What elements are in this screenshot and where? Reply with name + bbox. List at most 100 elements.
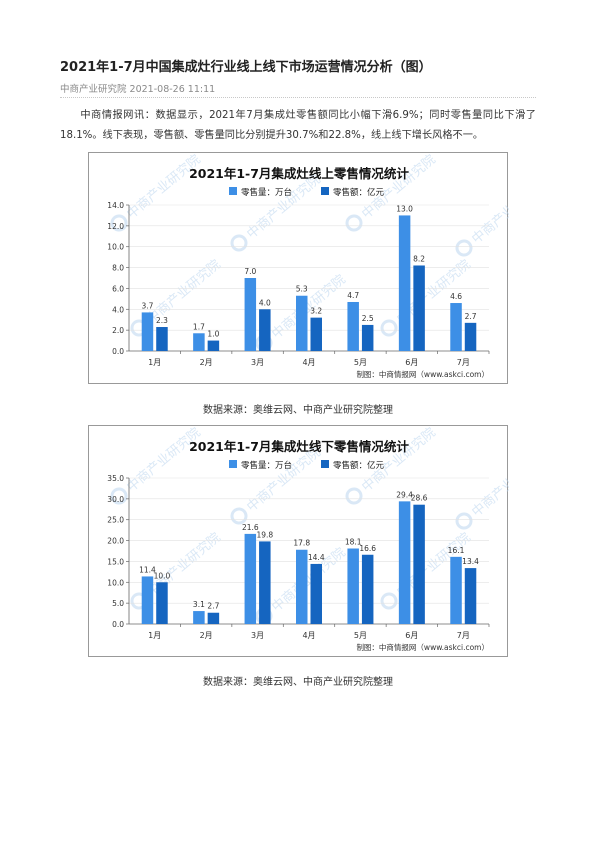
data-label: 8.2 [413,254,425,263]
askci-logo-icon [345,214,363,232]
bar-volume [450,556,462,624]
bar-volume [141,576,154,624]
data-label: 16.1 [448,546,465,555]
data-label: 3.1 [193,600,205,609]
x-tick-label: 1月 [148,358,161,367]
askci-logo-icon [110,487,128,505]
data-label: 13.0 [396,204,413,213]
bar-volume [398,215,411,351]
bar-volume [244,533,257,624]
x-tick-label: 2月 [200,358,213,367]
data-label: 3.7 [141,301,153,310]
bar-amount [361,554,374,624]
data-label: 2.5 [362,314,374,323]
askci-logo-icon [110,214,128,232]
bar-volume [141,312,154,351]
article-source[interactable]: 中商产业研究院 [60,84,127,95]
bar-amount [413,504,425,624]
x-tick-label: 6月 [405,358,418,367]
x-tick-label: 3月 [251,631,264,640]
data-label: 1.7 [193,322,205,331]
askci-logo-icon [455,512,473,530]
watermark: 中商产业研究院 [230,172,324,252]
watermark: 中商产业研究院 [230,445,324,525]
x-tick-label: 5月 [354,631,367,640]
bar-amount [310,563,322,624]
online-chart-caption: 数据来源：奥维云网、中商产业研究院整理 [203,405,393,416]
title-divider [60,97,536,98]
bar-volume [193,333,205,351]
data-label: 1.0 [207,330,219,339]
article-date: 2021-08-26 11:11 [129,84,216,95]
chart-title: 2021年1-7月集成灶线下零售情况统计 [189,439,409,454]
askci-logo-icon [345,487,363,505]
data-label: 7.0 [244,267,256,276]
data-label: 18.1 [345,537,362,546]
bar-amount [413,265,425,351]
data-label: 2.7 [207,602,219,611]
data-label: 28.6 [411,494,428,503]
x-tick-label: 3月 [251,358,264,367]
watermark-text: 中商产业研究院 [124,153,203,222]
watermark-text: 中商产业研究院 [469,450,509,520]
bar-amount [361,324,374,351]
online-retail-chart: 中商产业研究院 中商产业研究院 中商产业研究院 中商产业研究院 中商产业研究院 中商产业研… [88,152,509,384]
data-label: 11.4 [139,565,156,574]
data-label: 4.7 [347,291,359,300]
legend-label: 零售量：万台 [241,460,292,471]
bar-volume [193,611,205,624]
bar-amount [207,340,220,351]
askci-logo-icon [230,234,248,252]
bar-amount [464,322,477,351]
article-body: 中商情报网讯：数据显示，2021年7月集成灶零售额同比小幅下滑6.9%；同时零售… [60,110,536,141]
bar-amount [310,317,322,351]
watermark-text: 中商产业研究院 [244,172,323,242]
y-tick-label: 2.0 [112,326,124,335]
chart-title: 2021年1-7月集成灶线上零售情况统计 [189,166,409,181]
data-label: 2.7 [465,312,477,321]
y-tick-label: 20.0 [107,537,124,546]
x-tick-label: 1月 [148,631,161,640]
article-meta: 中商产业研究院 2021-08-26 11:11 [60,81,215,95]
y-tick-label: 0.0 [112,620,124,629]
y-tick-label: 5.0 [112,599,124,608]
y-tick-label: 4.0 [112,305,124,314]
bar-volume [296,549,308,624]
legend-swatch [229,460,237,468]
y-tick-label: 10.0 [107,243,124,252]
legend-label: 零售额：亿元 [333,187,385,198]
legend-swatch [321,187,329,195]
legend-label: 零售额：亿元 [333,460,385,471]
y-tick-label: 6.0 [112,284,124,293]
bar-amount [259,309,271,351]
watermark-text: 中商产业研究院 [124,426,203,495]
offline-chart-caption: 数据来源：奥维云网、中商产业研究院整理 [203,677,393,688]
data-label: 5.3 [296,285,308,294]
bar-volume [296,295,308,351]
bar-amount [259,541,271,624]
y-tick-label: 35.0 [107,474,124,483]
data-label: 16.6 [359,544,376,553]
y-tick-label: 0.0 [112,347,124,356]
chart-credit: 制图：中商情报网（www.askci.com） [356,369,489,379]
legend-swatch [321,460,329,468]
chart-credit: 制图：中商情报网（www.askci.com） [356,642,489,652]
bar-volume [244,278,257,351]
y-tick-label: 12.0 [107,222,124,231]
bar-amount [207,612,220,624]
data-label: 3.2 [310,307,322,316]
watermark-text: 中商产业研究院 [244,445,323,515]
data-label: 21.6 [242,523,259,532]
x-tick-label: 7月 [457,631,470,640]
offline-retail-chart: 中商产业研究院 中商产业研究院 中商产业研究院 中商产业研究院 中商产业研究院 中商产业研… [88,425,509,657]
bar-volume [347,301,359,351]
bar-amount [156,582,168,624]
data-label: 10.0 [154,571,171,580]
y-tick-label: 30.0 [107,495,124,504]
y-tick-label: 8.0 [112,264,124,273]
bar-volume [398,501,411,624]
